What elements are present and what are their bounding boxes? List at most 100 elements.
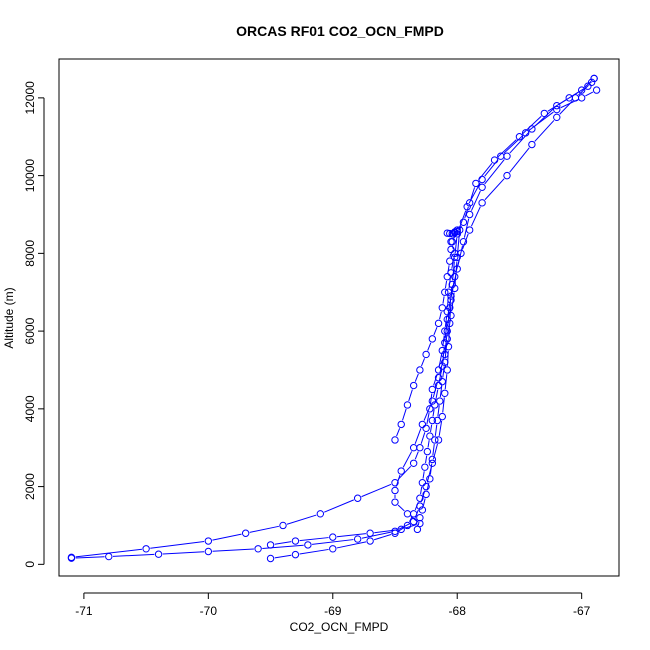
data-point [421,463,429,471]
data-point [366,529,374,537]
data-point [418,420,427,429]
y-tick-label: 8000 [23,240,37,267]
data-point [448,280,456,289]
data-point [553,101,561,110]
data-point [428,335,437,343]
data-point [67,554,76,562]
series-line-segment [75,556,105,559]
data-point [428,459,437,467]
series-line-segment [452,261,455,281]
data-point [577,94,586,102]
y-axis: 0 2000 4000 6000 8000 10000 12000 [23,81,45,568]
data-point [447,269,455,277]
series-line-segment [444,315,448,328]
data-point [241,529,250,537]
series-line-segment [437,405,440,417]
series-line-segment [432,444,435,456]
data-point [465,199,474,207]
series-line-segment [299,548,329,555]
y-tick-label: 0 [23,561,37,568]
series-line-segment [414,451,419,460]
data-point [443,272,451,281]
data-point [428,397,437,405]
data-point [431,436,439,444]
series-line-segment [447,300,451,316]
data-point [416,444,424,452]
series-line-segment [534,120,555,142]
data-point [397,525,405,534]
series-line-segment [439,385,443,397]
data-point [457,249,465,258]
series-1 [67,74,598,562]
series-line-segment [408,389,413,402]
series-line-segment [451,292,455,312]
series-line-segment [442,296,445,304]
y-tick-label: 6000 [23,317,37,344]
data-point [409,459,418,467]
series-line-segment [438,420,443,436]
series-line-segment [212,533,242,541]
data-point [528,140,536,149]
series-line-segment [584,80,592,88]
series-line-segment [274,541,292,545]
data-point [291,550,300,559]
y-tick-label: 10000 [23,159,37,193]
series-line-segment [423,404,432,421]
data-point [503,171,511,180]
data-point [453,253,461,261]
series-line-segment [484,159,505,185]
data-point [553,113,561,122]
series-line-segment [468,182,481,204]
data-point [426,432,434,440]
data-point [434,381,443,390]
data-point [266,554,275,563]
series-line-segment [361,483,392,498]
series-line-segment [286,514,317,525]
series-line-segment [414,428,422,444]
data-point [447,311,455,320]
data-point [456,226,464,234]
data-point [105,552,113,561]
series-line-segment [398,527,405,532]
series-line-segment [396,428,401,437]
series-line-segment [249,525,279,533]
data-point [459,218,468,226]
data-point [584,82,592,90]
y-axis-label: Altitude (m) [2,287,16,348]
data-point [592,86,601,94]
data-point [204,547,213,556]
data-point [353,494,362,502]
data-point [441,327,449,335]
data-point [447,292,455,300]
series-line-segment [484,178,505,201]
data-point [443,327,451,335]
series-2 [67,78,596,562]
series-3 [266,86,601,549]
series-line-segment [402,451,413,468]
series-line-segment [427,342,432,351]
series-line-segment [484,159,499,177]
data-point [465,210,474,219]
data-point [463,203,471,211]
data-point [503,152,511,160]
data-point [431,401,439,409]
data-point [446,229,454,238]
series-line-segment [435,389,439,401]
series-line-segment [442,335,445,347]
series-line-segment [447,311,450,327]
series-line-segment [417,521,420,526]
series-line-segment [447,319,451,335]
data-point [154,550,163,558]
series-line-segment [522,115,542,135]
series-line-segment [444,280,448,289]
data-point [459,237,468,246]
series-5 [391,226,461,444]
series-line-segment [422,471,425,479]
series-line-segment [590,81,592,84]
x-tick-label: -67 [573,604,591,618]
data-point [434,366,443,374]
data-point [409,444,418,452]
series-line-segment [560,99,579,109]
x-tick-label: -69 [324,604,342,618]
